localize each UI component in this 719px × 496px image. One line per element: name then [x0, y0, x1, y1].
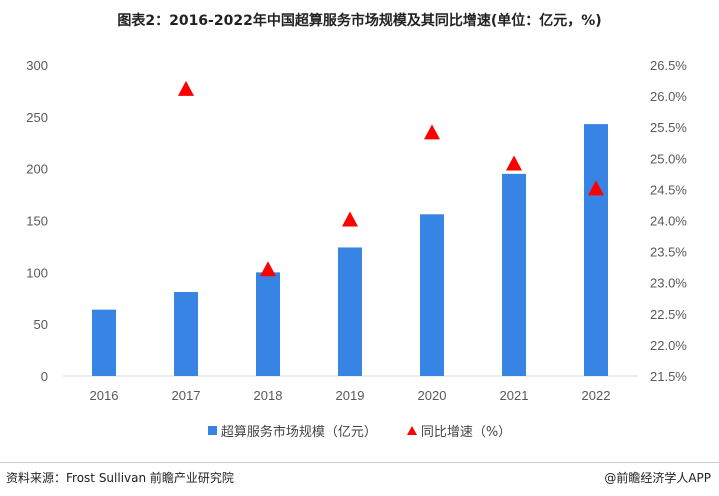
growth-triangle-marker — [588, 180, 604, 196]
right-tick-label: 21.5% — [650, 369, 687, 384]
bar — [420, 214, 444, 376]
growth-triangle-marker — [424, 124, 440, 140]
right-tick-label: 22.5% — [650, 307, 687, 322]
right-tick-label: 22.0% — [650, 338, 687, 353]
x-tick-label: 2020 — [418, 388, 447, 403]
x-tick-label: 2019 — [336, 388, 365, 403]
chart-plot: 0 50 100 150 200 250 300 21.5% 22.0% 22.5% 23.0% 23… — [26, 58, 687, 403]
right-tick-label: 24.0% — [650, 214, 687, 229]
right-tick-label: 26.0% — [650, 89, 687, 104]
right-tick-label: 25.0% — [650, 151, 687, 166]
bar — [92, 309, 116, 376]
brand-text: @前瞻经济学人APP — [604, 471, 711, 485]
left-tick-label: 150 — [26, 214, 48, 229]
x-tick-label: 2016 — [90, 388, 119, 403]
chart-title: 图表2：2016-2022年中国超算服务市场规模及其同比增速(单位：亿元，%) — [117, 13, 602, 29]
right-tick-label: 26.5% — [650, 58, 687, 73]
right-tick-label: 23.5% — [650, 245, 687, 260]
left-tick-label: 50 — [34, 317, 48, 332]
left-tick-label: 250 — [26, 110, 48, 125]
growth-triangle-marker — [506, 155, 522, 171]
bar — [502, 173, 526, 376]
bar — [338, 247, 362, 376]
source-text: 资料来源：Frost Sullivan 前瞻产业研究院 — [6, 471, 234, 485]
left-tick-label: 300 — [26, 58, 48, 73]
bar — [584, 124, 608, 376]
right-tick-label: 24.5% — [650, 182, 687, 197]
legend-bar-swatch — [207, 426, 217, 435]
legend: 超算服务市场规模（亿元） 同比增速（%） — [0, 421, 719, 440]
bar — [174, 292, 198, 376]
left-tick-label: 200 — [26, 162, 48, 177]
growth-triangle-marker — [342, 211, 358, 227]
growth-triangle-marker — [260, 261, 276, 277]
x-tick-label: 2018 — [254, 388, 283, 403]
legend-triangle-icon — [406, 426, 417, 435]
legend-bar-label: 超算服务市场规模（亿元） — [220, 425, 377, 440]
right-tick-label: 25.5% — [650, 120, 687, 135]
legend-growth-label: 同比增速（%） — [420, 425, 512, 440]
right-tick-label: 23.0% — [650, 276, 687, 291]
left-tick-label: 0 — [41, 369, 48, 384]
left-tick-label: 100 — [26, 265, 48, 280]
growth-triangle-marker — [178, 80, 194, 96]
footer: 资料来源：Frost Sullivan 前瞻产业研究院 @前瞻经济学人APP — [0, 462, 719, 496]
x-tick-label: 2022 — [582, 388, 611, 403]
x-tick-label: 2017 — [172, 388, 201, 403]
bar — [256, 272, 280, 376]
x-tick-label: 2021 — [500, 388, 529, 403]
